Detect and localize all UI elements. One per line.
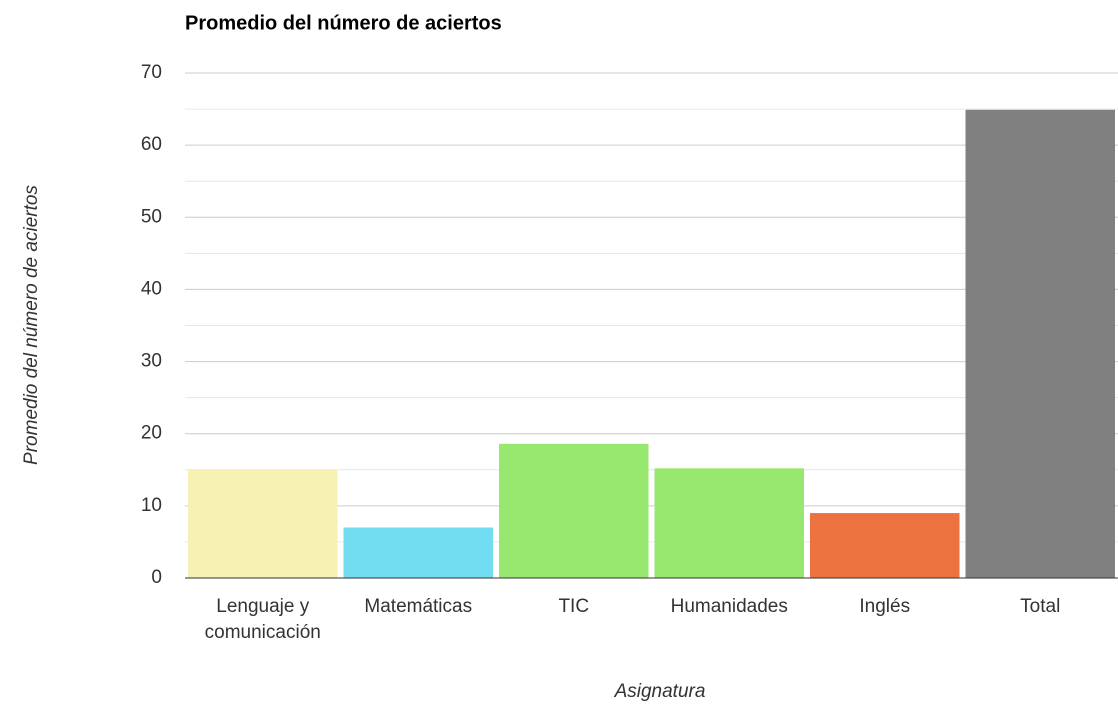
x-tick-label: Matemáticas — [364, 596, 473, 617]
bar — [499, 443, 649, 578]
y-tick-label: 50 — [141, 206, 162, 227]
x-axis-title: Asignatura — [614, 681, 706, 702]
x-tick-label: Lenguaje y comunicación — [204, 596, 321, 643]
bar — [654, 468, 804, 578]
y-tick-label: 0 — [151, 567, 162, 588]
chart-title: Promedio del número de aciertos — [185, 12, 502, 34]
y-tick-label: 20 — [141, 423, 162, 444]
x-tick-label: Humanidades — [670, 596, 788, 617]
y-axis-title: Promedio del número de aciertos — [21, 185, 42, 465]
y-tick-label: 70 — [141, 62, 162, 83]
x-tick-label: Total — [1020, 596, 1061, 617]
bar — [188, 469, 338, 578]
y-tick-label: 40 — [141, 278, 162, 299]
bar — [343, 527, 493, 578]
x-tick-label: Inglés — [859, 596, 911, 617]
y-tick-label: 10 — [141, 495, 162, 516]
y-tick-label: 30 — [141, 351, 162, 372]
bar — [810, 513, 960, 578]
y-tick-label: 60 — [141, 134, 162, 155]
bar — [965, 109, 1115, 579]
x-tick-label: TIC — [558, 596, 590, 617]
